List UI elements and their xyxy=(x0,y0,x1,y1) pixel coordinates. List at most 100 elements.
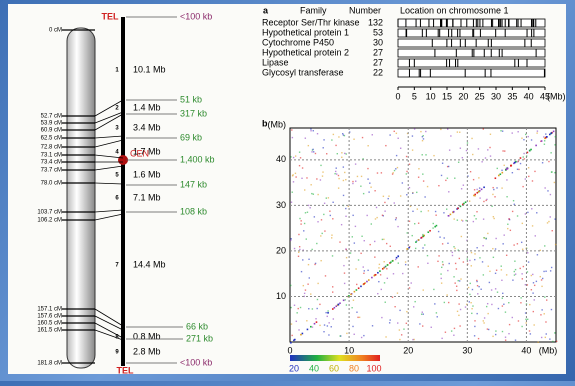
dot xyxy=(502,150,503,151)
dot xyxy=(346,153,347,154)
dot xyxy=(460,147,461,148)
dot xyxy=(399,329,400,330)
dot xyxy=(327,325,328,326)
dot xyxy=(433,223,434,224)
dot xyxy=(533,282,534,283)
dot xyxy=(416,192,417,193)
marker-label: 60.9 cM xyxy=(41,128,62,134)
dot xyxy=(514,274,515,275)
diagonal-dot xyxy=(418,239,420,241)
dot xyxy=(300,307,301,308)
dot xyxy=(545,321,546,322)
dot xyxy=(341,152,342,153)
dot xyxy=(317,133,318,134)
dot xyxy=(546,333,547,334)
dot xyxy=(338,175,339,176)
dot xyxy=(324,324,325,325)
dot xyxy=(299,165,300,166)
dot xyxy=(447,270,448,271)
dot xyxy=(406,156,407,157)
dot xyxy=(397,226,398,227)
x-tick-label: 40 xyxy=(524,91,534,101)
dot xyxy=(387,278,388,279)
diagonal-dot xyxy=(302,333,304,335)
dot xyxy=(521,273,522,274)
diagonal-dot xyxy=(450,214,452,216)
chromosome xyxy=(67,28,95,368)
dot xyxy=(501,170,502,171)
dot xyxy=(346,304,347,305)
dot xyxy=(533,324,534,325)
dot xyxy=(502,298,503,299)
dot xyxy=(371,223,372,224)
diagonal-dot xyxy=(478,191,480,193)
diagonal-dot xyxy=(316,321,318,323)
dot xyxy=(311,249,312,250)
dot xyxy=(474,259,475,260)
dot xyxy=(305,137,306,138)
dot xyxy=(502,293,503,294)
dot xyxy=(402,273,403,274)
dot xyxy=(367,145,368,146)
dot xyxy=(372,134,373,135)
dot xyxy=(386,243,387,244)
dot xyxy=(412,149,413,150)
dot xyxy=(338,178,339,179)
diagonal-dot xyxy=(327,312,329,314)
dot xyxy=(536,132,537,133)
dot xyxy=(421,314,422,315)
diagonal-dot xyxy=(502,172,504,174)
dot xyxy=(313,193,314,194)
dot xyxy=(532,292,533,293)
gap-label: 271 kb xyxy=(186,333,213,343)
location-bar xyxy=(398,49,545,57)
diagonal-dot xyxy=(335,305,337,307)
x-tick-label: 0 xyxy=(287,345,292,355)
diagonal-dot xyxy=(427,231,429,233)
dot xyxy=(543,271,544,272)
dot xyxy=(329,211,330,212)
family-name: Receptor Ser/Thr kinase xyxy=(262,17,360,27)
dot xyxy=(459,280,460,281)
dot xyxy=(532,274,533,275)
dot xyxy=(555,136,556,137)
dot xyxy=(554,332,555,333)
dot xyxy=(310,128,311,129)
dot xyxy=(328,334,329,335)
dot xyxy=(298,256,299,257)
dot xyxy=(447,243,448,244)
dot xyxy=(384,282,385,283)
dot xyxy=(445,180,446,181)
dot xyxy=(412,235,413,236)
dot xyxy=(427,255,428,256)
dot xyxy=(530,333,531,334)
colorbar-label: 20 xyxy=(289,363,299,373)
dot xyxy=(314,216,315,217)
dot xyxy=(413,306,414,307)
dot xyxy=(495,273,496,274)
dot xyxy=(529,304,530,305)
dot xyxy=(467,258,468,259)
dot xyxy=(460,278,461,279)
dot xyxy=(457,311,458,312)
dot xyxy=(509,218,510,219)
dot xyxy=(332,291,333,292)
dot xyxy=(354,242,355,243)
dot xyxy=(483,237,484,238)
dot xyxy=(361,236,362,237)
dot xyxy=(497,291,498,292)
dot xyxy=(423,313,424,314)
dot xyxy=(438,231,439,232)
dot xyxy=(293,157,294,158)
dot xyxy=(418,177,419,178)
dot xyxy=(328,322,329,323)
dot xyxy=(362,137,363,138)
location-bar xyxy=(398,59,545,67)
dot xyxy=(514,204,515,205)
dot xyxy=(363,273,364,274)
dot xyxy=(495,334,496,335)
dot xyxy=(514,261,515,262)
dot xyxy=(377,172,378,173)
dot xyxy=(389,322,390,323)
dot xyxy=(312,149,313,150)
